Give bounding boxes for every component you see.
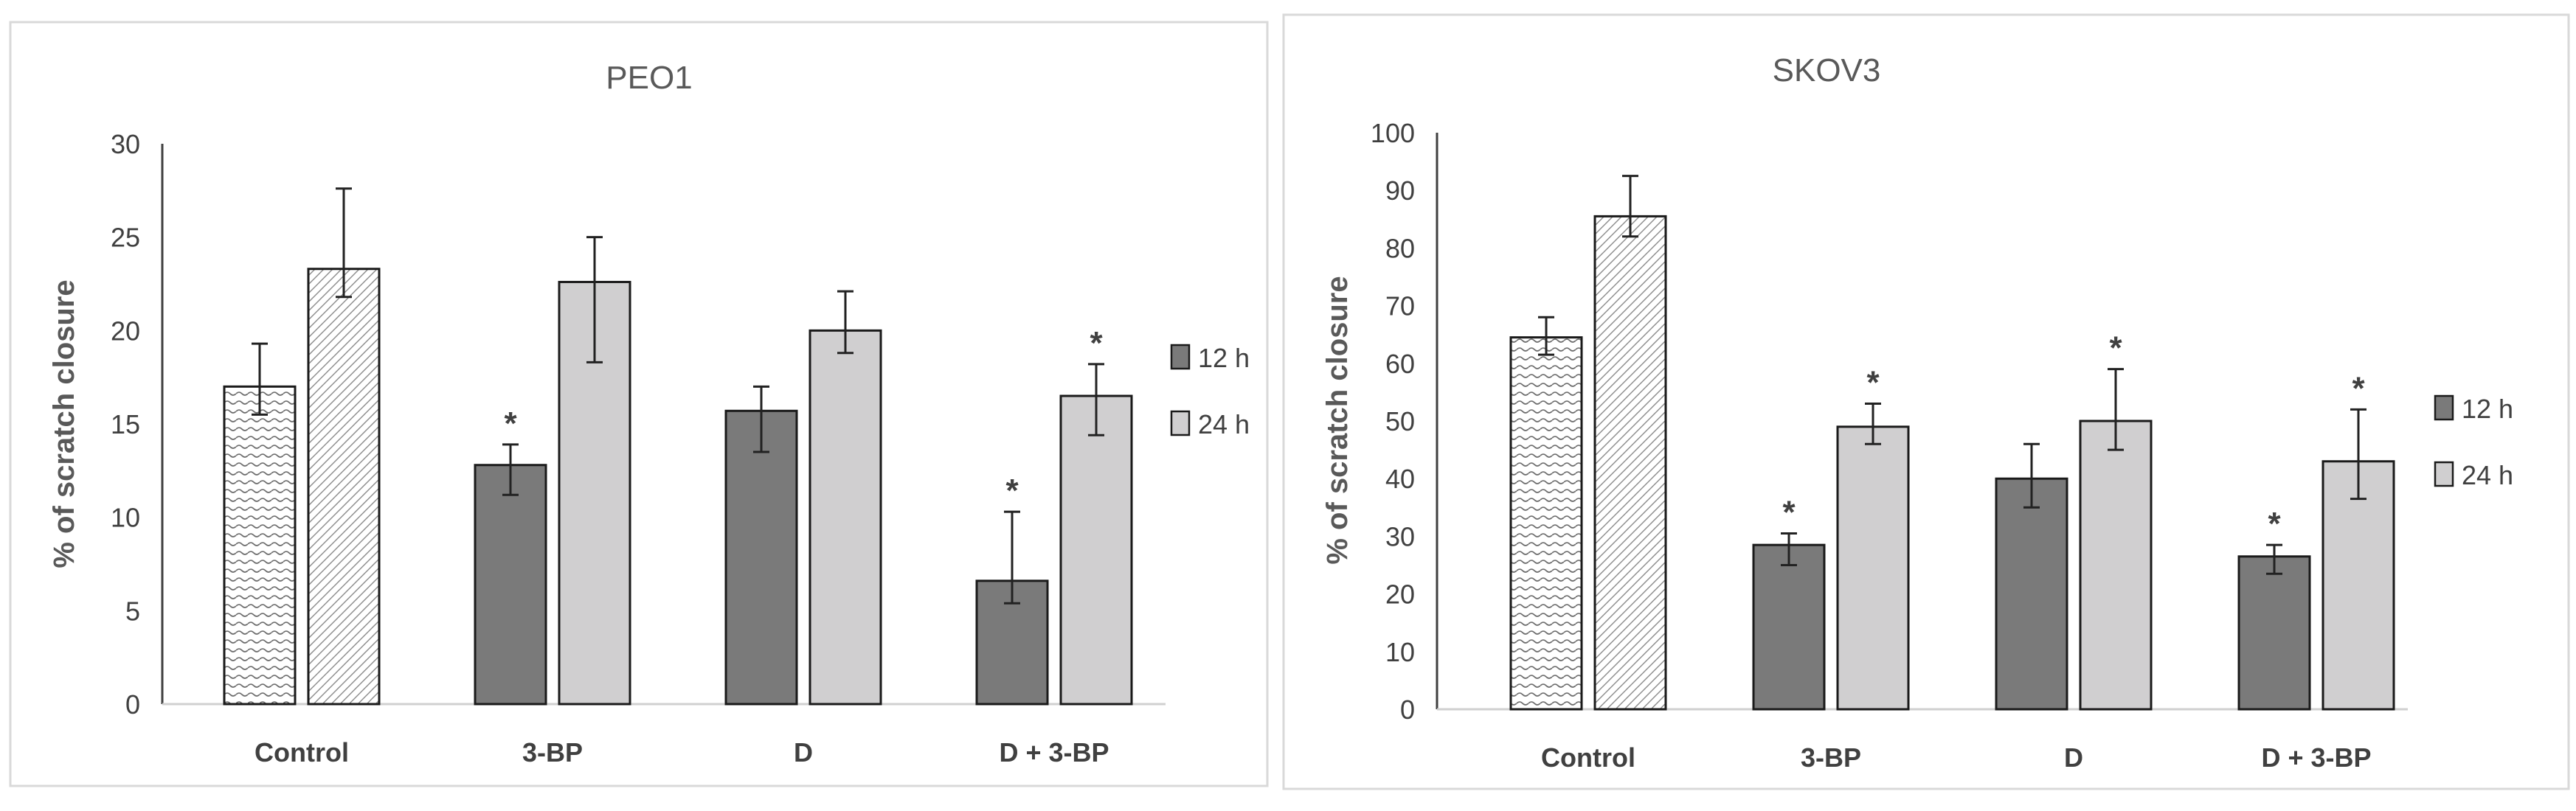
legend-swatch-12-h — [2434, 394, 2454, 421]
y-tick-label: 40 — [1385, 464, 1415, 494]
chart-title: PEO1 — [606, 60, 692, 96]
bar-control-24-h — [307, 268, 381, 706]
y-tick-label: 10 — [1385, 637, 1415, 667]
significance-star: * — [2352, 370, 2365, 406]
x-tick-label-3-bp: 3-BP — [1801, 742, 1861, 773]
legend-label-12-h: 12 h — [1198, 343, 1250, 373]
significance-star: * — [1782, 494, 1796, 530]
significance-star: * — [1090, 325, 1103, 361]
bar-d-12-h — [724, 409, 798, 706]
bar-3-bp-12-h — [1752, 543, 1826, 711]
legend-swatch-24-h — [2434, 461, 2454, 487]
y-tick-label: 5 — [125, 596, 140, 626]
y-tick-label: 30 — [1385, 521, 1415, 551]
significance-star: * — [2268, 506, 2281, 542]
bar-d-3-bp-12-h — [2237, 555, 2311, 711]
skov3-chart-panel: SKOV3 0 10 20 30 40 50 60 70 80 90 100 % of scratch … — [1281, 0, 2576, 811]
significance-star: * — [2109, 330, 2122, 366]
legend-label-24-h: 24 h — [2462, 460, 2513, 490]
y-tick-label: 80 — [1385, 233, 1415, 263]
y-tick-label: 60 — [1385, 349, 1415, 379]
x-tick-label-control: Control — [255, 737, 349, 768]
y-axis-label: % of scratch closure — [48, 279, 80, 568]
significance-star: * — [1005, 473, 1019, 509]
x-tick-label-3-bp: 3-BP — [522, 737, 583, 768]
bar-d-24-h — [809, 329, 882, 706]
x-tick-label-d: D — [2064, 742, 2083, 773]
chart-title: SKOV3 — [1773, 52, 1881, 88]
significance-star: * — [504, 406, 517, 442]
significance-star: * — [1866, 365, 1880, 401]
bar-3-bp-12-h — [474, 464, 547, 706]
y-tick-label: 50 — [1385, 406, 1415, 436]
bar-3-bp-24-h — [1836, 425, 1910, 711]
y-tick-label: 90 — [1385, 175, 1415, 206]
chart-svg: PEO1 0 5 10 15 20 25 30 % of scratch closure Cont… — [9, 21, 1269, 787]
bar-d-3-bp-24-h — [1059, 394, 1133, 706]
y-tick-label: 0 — [1400, 695, 1415, 725]
y-tick-label: 25 — [111, 223, 140, 253]
peo1-chart-panel: PEO1 0 5 10 15 20 25 30 % of scratch closure Cont… — [0, 0, 1281, 811]
legend-label-24-h: 24 h — [1198, 409, 1250, 439]
chart-svg: SKOV3 0 10 20 30 40 50 60 70 80 90 100 % of scratch … — [1282, 13, 2570, 790]
y-tick-label: 10 — [111, 503, 140, 533]
bar-control-12-h — [1509, 336, 1583, 711]
bar-d-24-h — [2079, 420, 2153, 711]
chart-frame — [9, 21, 1269, 787]
x-tick-label-control: Control — [1541, 742, 1635, 773]
legend-swatch-24-h — [1170, 410, 1191, 436]
x-tick-label-d-3-bp: D + 3-BP — [2261, 742, 2371, 773]
y-tick-label: 100 — [1371, 118, 1415, 148]
bar-control-12-h — [223, 385, 297, 706]
bar-d-12-h — [1995, 477, 2068, 711]
y-tick-label: 15 — [111, 409, 140, 439]
x-tick-label-d-3-bp: D + 3-BP — [999, 737, 1109, 768]
legend-swatch-12-h — [1170, 344, 1191, 370]
legend-label-12-h: 12 h — [2462, 394, 2513, 424]
y-tick-label: 20 — [111, 316, 140, 346]
y-tick-label: 20 — [1385, 579, 1415, 610]
y-tick-label: 30 — [111, 129, 140, 159]
bar-control-24-h — [1593, 215, 1667, 711]
y-axis-label: % of scratch closure — [1321, 276, 1354, 564]
y-tick-label: 70 — [1385, 291, 1415, 321]
y-tick-label: 0 — [125, 689, 140, 720]
x-tick-label-d: D — [794, 737, 813, 768]
